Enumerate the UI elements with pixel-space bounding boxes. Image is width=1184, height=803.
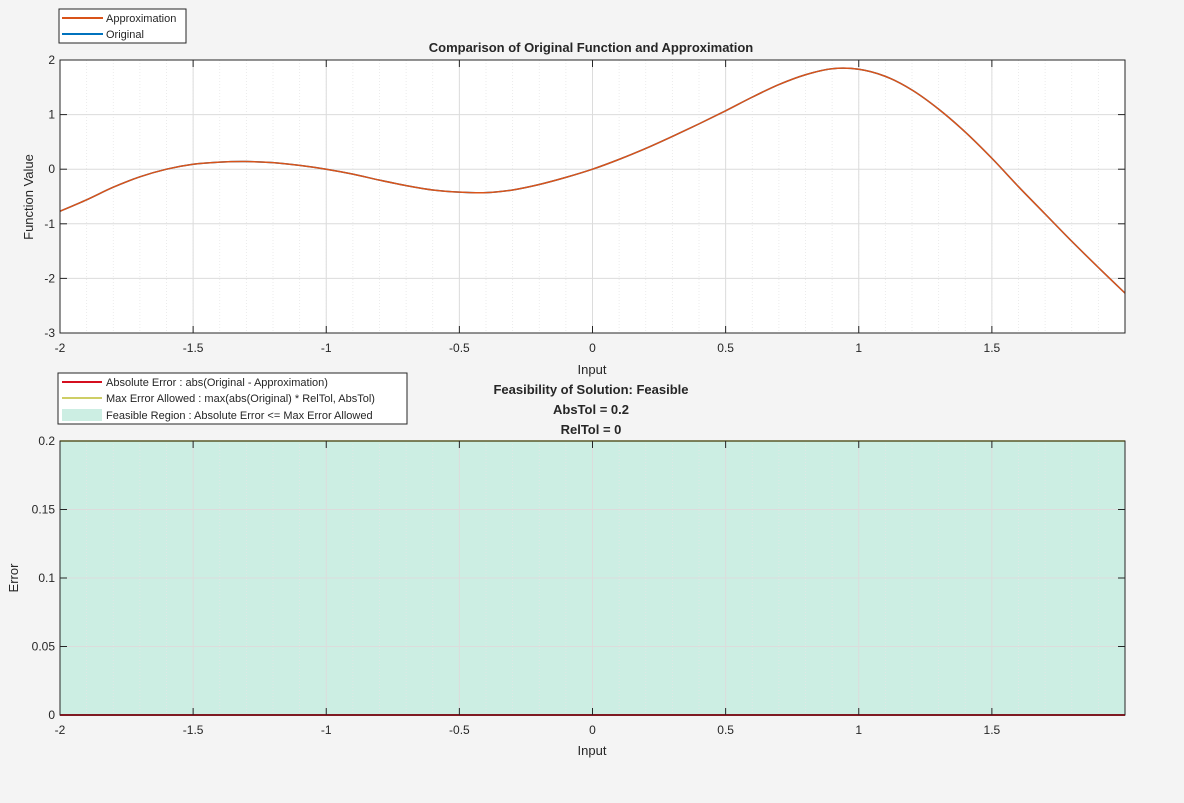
top-y-tick-labels: 2 1 0 -1 -2 -3 bbox=[44, 53, 55, 340]
bottom-x-tick-label: 1.5 bbox=[984, 723, 1001, 737]
bottom-x-tick-label: 1 bbox=[855, 723, 862, 737]
bottom-y-tick-label: 0 bbox=[48, 708, 55, 722]
top-tick-marks bbox=[59, 59, 1125, 334]
top-x-tick-label: -1.5 bbox=[183, 341, 204, 355]
top-legend-box bbox=[58, 8, 187, 44]
bottom-grid bbox=[59, 440, 1126, 716]
top-x-axis-label: Input bbox=[578, 362, 607, 377]
top-y-axis-label: Function Value bbox=[21, 154, 36, 240]
bottom-x-tick-labels: -2 -1.5 -1 -0.5 0 0.5 1 1.5 bbox=[55, 723, 1001, 737]
bottom-y-tick-labels: 0.2 0.15 0.1 0.05 0 bbox=[32, 434, 56, 722]
bottom-y-tick-label: 0.2 bbox=[38, 434, 55, 448]
top-y-tick-label: -1 bbox=[44, 217, 55, 231]
bottom-legend[interactable]: Absolute Error : abs(Original - Approxim… bbox=[57, 372, 408, 425]
legend-feasible-region-swatch bbox=[62, 409, 102, 421]
top-x-tick-label: 0 bbox=[589, 341, 596, 355]
top-y-tick-label: 2 bbox=[48, 53, 55, 67]
top-x-tick-label: -0.5 bbox=[449, 341, 470, 355]
bottom-x-tick-label: 0 bbox=[589, 723, 596, 737]
top-x-tick-label: 0.5 bbox=[717, 341, 734, 355]
bottom-x-tick-label: -0.5 bbox=[449, 723, 470, 737]
top-y-tick-label: 0 bbox=[48, 162, 55, 176]
bottom-y-axis-label: Error bbox=[6, 563, 21, 593]
top-x-tick-label: 1 bbox=[855, 341, 862, 355]
bottom-x-tick-label: 0.5 bbox=[717, 723, 734, 737]
bottom-x-tick-label: -1 bbox=[321, 723, 332, 737]
top-legend[interactable]: Approximation Original bbox=[58, 8, 187, 44]
bottom-legend-box bbox=[57, 372, 408, 425]
bottom-x-tick-label: -2 bbox=[55, 723, 66, 737]
bottom-x-axis-label: Input bbox=[578, 743, 607, 758]
top-chart-title: Comparison of Original Function and Appr… bbox=[429, 40, 754, 55]
top-series-lines bbox=[59, 67, 1126, 294]
legend-absolute-error-label: Absolute Error : abs(Original - Approxim… bbox=[106, 377, 328, 389]
feasibility-axes: -2 -1.5 -1 -0.5 0 0.5 1 1.5 0.2 0.15 0.1 0.05 0 Fea… bbox=[6, 372, 1126, 758]
bottom-chart-title: Feasibility of Solution: Feasible bbox=[493, 382, 688, 397]
bottom-x-tick-label: -1.5 bbox=[183, 723, 204, 737]
top-x-tick-label: -1 bbox=[321, 341, 332, 355]
bottom-y-tick-label: 0.1 bbox=[38, 571, 55, 585]
top-y-tick-label: -2 bbox=[44, 271, 55, 285]
bottom-y-tick-label: 0.15 bbox=[32, 503, 56, 517]
bottom-y-tick-label: 0.05 bbox=[32, 640, 56, 654]
bottom-chart-reltol: RelTol = 0 bbox=[561, 422, 622, 437]
top-y-tick-label: 1 bbox=[48, 108, 55, 122]
function-comparison-axes: -2 -1.5 -1 -0.5 0 0.5 1 1.5 210-1-2-3 Compariso… bbox=[21, 8, 1126, 377]
bottom-chart-abstol: AbsTol = 0.2 bbox=[553, 402, 629, 417]
approximation-series-line bbox=[59, 67, 1126, 294]
legend-max-error-label: Max Error Allowed : max(abs(Original) * … bbox=[106, 393, 375, 405]
legend-approximation-label: Approximation bbox=[106, 13, 176, 25]
top-x-tick-labels: -2 -1.5 -1 -0.5 0 0.5 1 1.5 bbox=[55, 341, 1001, 355]
top-x-tick-label: -2 bbox=[55, 341, 66, 355]
legend-original-label: Original bbox=[106, 29, 144, 41]
legend-feasible-region-label: Feasible Region : Absolute Error <= Max … bbox=[106, 410, 373, 422]
bottom-tick-marks bbox=[59, 440, 1125, 716]
top-x-tick-label: 1.5 bbox=[984, 341, 1001, 355]
top-y-tick-label: -3 bbox=[44, 326, 55, 340]
